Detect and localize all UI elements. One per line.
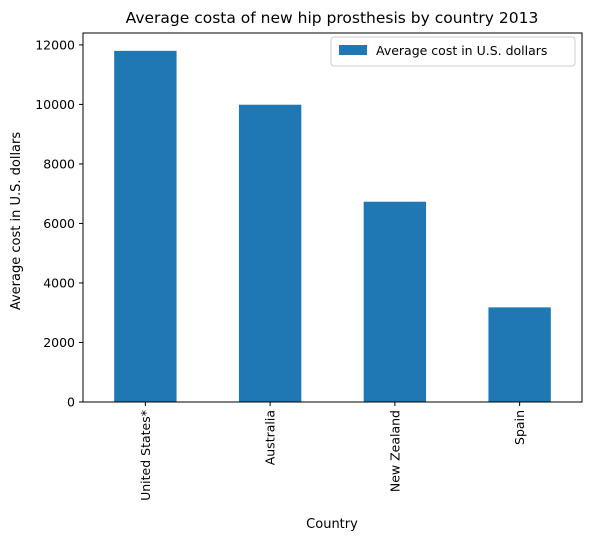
y-tick-label: 10000	[35, 97, 75, 112]
x-axis-label: Country	[306, 517, 358, 532]
y-axis: 0 2000 4000 6000 8000 10000 12000	[35, 37, 83, 410]
bar-australia	[238, 104, 302, 403]
y-tick-label: 2000	[43, 335, 75, 350]
bar-spain	[488, 307, 551, 402]
plot-frame	[82, 32, 583, 403]
bar-united-states	[114, 50, 177, 403]
x-axis: United States* Australia New Zealand Spain	[138, 402, 527, 501]
x-tick-label: Australia	[263, 410, 278, 465]
chart-title: Average costa of new hip prosthesis by c…	[126, 9, 539, 27]
y-tick-label: 6000	[43, 216, 75, 231]
y-axis-label: Average cost in U.S. dollars	[9, 132, 24, 311]
y-tick-label: 0	[67, 395, 75, 410]
x-tick-label: United States*	[138, 410, 153, 501]
y-tick-label: 4000	[43, 275, 75, 290]
y-tick-label: 12000	[35, 37, 75, 52]
plot-area	[82, 32, 583, 403]
y-tick-label: 8000	[43, 156, 75, 171]
legend-swatch	[339, 45, 367, 55]
legend-label: Average cost in U.S. dollars	[376, 43, 547, 58]
legend-box	[330, 36, 576, 67]
legend: Average cost in U.S. dollars	[330, 36, 576, 67]
x-tick-label: Spain	[512, 410, 527, 445]
x-tick-label: New Zealand	[387, 410, 402, 492]
bar-new-zealand	[363, 201, 427, 402]
